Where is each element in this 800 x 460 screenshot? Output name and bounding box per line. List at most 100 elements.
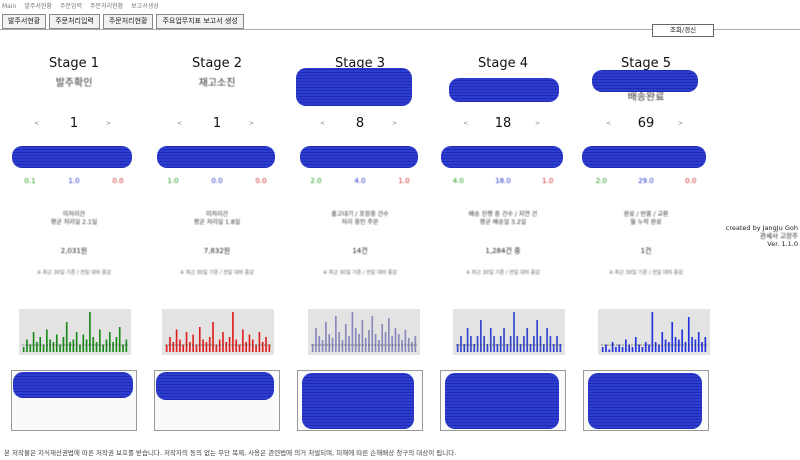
chart-bar	[704, 337, 707, 352]
top-menu-item[interactable]: 주문입력	[59, 3, 83, 10]
chart-bar	[108, 332, 111, 352]
stage-panel-1: Stage 1 발주확인 < 1 > 0.1 1.0 0.0 미처리건 평균 처…	[8, 50, 140, 440]
tab-order-input[interactable]: 주문처리입력	[49, 14, 100, 29]
redaction-scribble	[441, 146, 563, 168]
prev-arrow-icon[interactable]: <	[34, 120, 40, 127]
chart-bar	[509, 336, 512, 352]
stage-thumbnail[interactable]	[154, 370, 280, 431]
chart-bar	[39, 337, 42, 352]
chart-bar	[552, 344, 555, 352]
ratio-green: 1.0	[167, 177, 179, 185]
chart-bar	[483, 336, 485, 352]
chart-bar	[32, 332, 35, 352]
chart-bar	[75, 332, 78, 352]
chart-bar	[95, 342, 98, 352]
stage-amount: 2,031원	[60, 247, 88, 255]
chart-bar	[338, 332, 340, 352]
chart-bar	[691, 337, 693, 352]
chart-bar	[625, 339, 627, 352]
prev-arrow-icon[interactable]: <	[320, 120, 326, 127]
refresh-button[interactable]: 조회/갱신	[652, 24, 714, 37]
chart-bar	[542, 344, 545, 352]
desc-line: 평균 처리일 2.1일	[50, 219, 98, 226]
chart-bar	[533, 336, 535, 352]
chart-bar	[687, 317, 690, 352]
chart-bar	[189, 342, 191, 352]
chart-bar	[185, 332, 188, 352]
chart-bar	[354, 328, 357, 352]
tab-report-generate[interactable]: 주요업무지표 보고서 생성	[156, 14, 244, 29]
chart-bar	[621, 347, 624, 352]
chart-bar	[115, 337, 118, 352]
ratio-blue: 0.0	[211, 177, 223, 185]
next-arrow-icon[interactable]: >	[106, 120, 112, 127]
chart-bar	[476, 336, 479, 352]
tab-order-process-status[interactable]: 주문처리현황	[102, 14, 154, 29]
chart-bar	[486, 344, 489, 352]
chart-bar	[374, 334, 377, 352]
chart-bar	[198, 327, 201, 352]
redaction-scribble	[302, 373, 414, 429]
chart-bar	[701, 342, 703, 352]
stage-description: 배송 진행 중 건수 / 지연 건 평균 배송일 3.2일	[437, 211, 569, 227]
top-menu-item[interactable]: Main	[2, 3, 17, 10]
chart-bar	[245, 342, 247, 352]
redaction-scribble	[592, 70, 698, 92]
next-arrow-icon[interactable]: >	[678, 120, 684, 127]
prev-arrow-icon[interactable]: <	[463, 120, 469, 127]
next-arrow-icon[interactable]: >	[535, 120, 541, 127]
top-menu-item[interactable]: 주문처리현황	[90, 3, 124, 10]
redaction-scribble	[445, 373, 559, 429]
credit-version: Ver. 1.1.0	[767, 240, 798, 248]
desc-line: 평균 처리일 1.8일	[193, 219, 241, 226]
chart-bar	[694, 339, 697, 352]
stage-count: 8	[355, 116, 365, 131]
chart-bar	[268, 344, 271, 352]
prev-arrow-icon[interactable]: <	[606, 120, 612, 127]
chart-bar	[215, 344, 218, 352]
stage-ratios: 2.0 29.0 0.0	[580, 177, 712, 185]
stage-amount: 7,832원	[203, 247, 231, 255]
chart-bar	[644, 342, 647, 352]
chart-bar	[22, 347, 25, 352]
stage-mini-chart	[162, 309, 274, 355]
chart-bar	[678, 339, 680, 352]
stage-panel-4: Stage 4 < 18 > 4.0 18.0 1.0 배송 진행 중 건수 /…	[437, 50, 569, 440]
chart-bar	[311, 344, 314, 352]
stage-amount: 14건	[352, 247, 368, 255]
next-arrow-icon[interactable]: >	[392, 120, 398, 127]
chart-bar	[480, 320, 482, 352]
chart-bar	[105, 339, 108, 352]
chart-bar	[225, 342, 228, 352]
chart-bar	[179, 339, 181, 352]
chart-bar	[414, 336, 417, 352]
chart-bar	[489, 328, 492, 352]
stage-thumbnail[interactable]	[297, 370, 423, 431]
stage-thumbnail[interactable]	[11, 370, 137, 431]
chart-bar	[62, 337, 65, 352]
chart-bar	[315, 328, 317, 352]
chart-bar	[325, 322, 327, 352]
chart-bar	[539, 336, 542, 352]
top-menu-item[interactable]: 보고서생성	[131, 3, 159, 10]
tab-order-status[interactable]: 발주서현황	[2, 14, 47, 29]
chart-bar	[638, 344, 640, 352]
stage-thumbnail[interactable]	[583, 370, 709, 431]
chart-bar	[615, 347, 617, 352]
chart-bar	[697, 332, 700, 352]
stage-thumbnail[interactable]	[440, 370, 566, 431]
stage-panel-2: Stage 2 재고소진 < 1 > 1.0 0.0 0.0 미처리건 평균 처…	[151, 50, 283, 440]
chart-bar	[516, 336, 519, 352]
prev-arrow-icon[interactable]: <	[177, 120, 183, 127]
redaction-scribble	[13, 372, 133, 398]
chart-bar	[235, 339, 238, 352]
next-arrow-icon[interactable]: >	[249, 120, 255, 127]
top-menu-item[interactable]: 발주서현황	[24, 3, 52, 10]
redaction-scribble	[300, 146, 418, 168]
stage-subtitle: 배송완료	[627, 92, 665, 103]
chart-bar	[411, 342, 413, 352]
chart-bar	[368, 330, 370, 352]
chart-bar	[549, 336, 552, 352]
chart-bar	[506, 344, 509, 352]
chart-bar	[664, 339, 667, 352]
